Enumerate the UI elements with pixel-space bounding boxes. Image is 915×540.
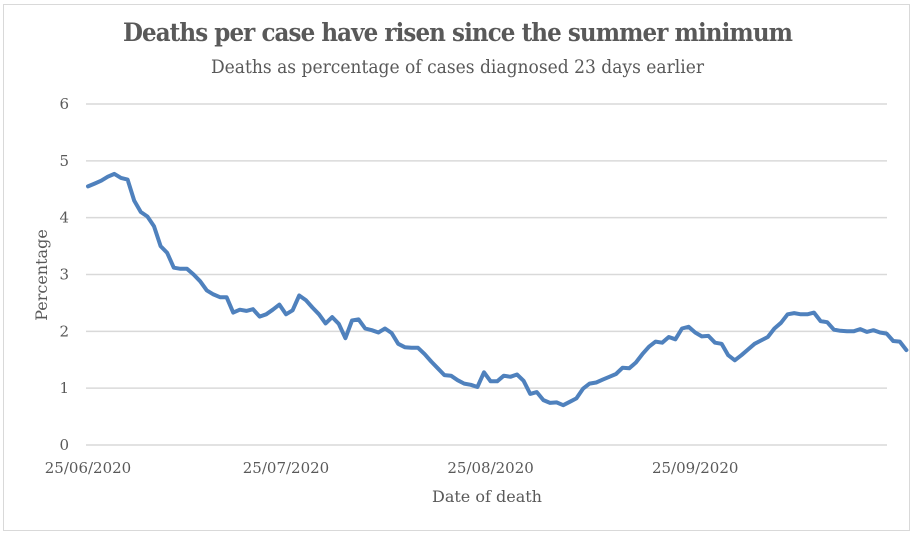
x-tick-label: 25/09/2020 (652, 459, 738, 477)
chart-frame (3, 4, 910, 531)
y-tick-label: 1 (59, 379, 69, 397)
y-axis-label: Percentage (32, 229, 51, 321)
x-tick-label: 25/08/2020 (447, 459, 533, 477)
y-tick-labels: 0 1 2 3 4 5 6 (59, 95, 69, 454)
y-tick-label: 6 (59, 95, 69, 113)
y-tick-label: 3 (59, 266, 69, 284)
series-line (86, 171, 909, 408)
series-layer (86, 171, 909, 408)
x-tick-label: 25/07/2020 (243, 459, 329, 477)
y-tick-label: 5 (59, 152, 69, 170)
chart-subtitle: Deaths as percentage of cases diagnosed … (210, 56, 705, 78)
chart-title: Deaths per case have risen since the sum… (122, 18, 793, 47)
gridlines (86, 103, 887, 446)
y-tick-label: 2 (59, 322, 69, 340)
x-tick-labels: 25/06/2020 25/07/2020 25/08/2020 25/09/2020 (45, 459, 739, 477)
x-tick-label: 25/06/2020 (45, 459, 131, 477)
x-axis-label: Date of death (432, 487, 542, 506)
y-tick-label: 0 (59, 436, 69, 454)
y-tick-label: 4 (59, 209, 69, 227)
